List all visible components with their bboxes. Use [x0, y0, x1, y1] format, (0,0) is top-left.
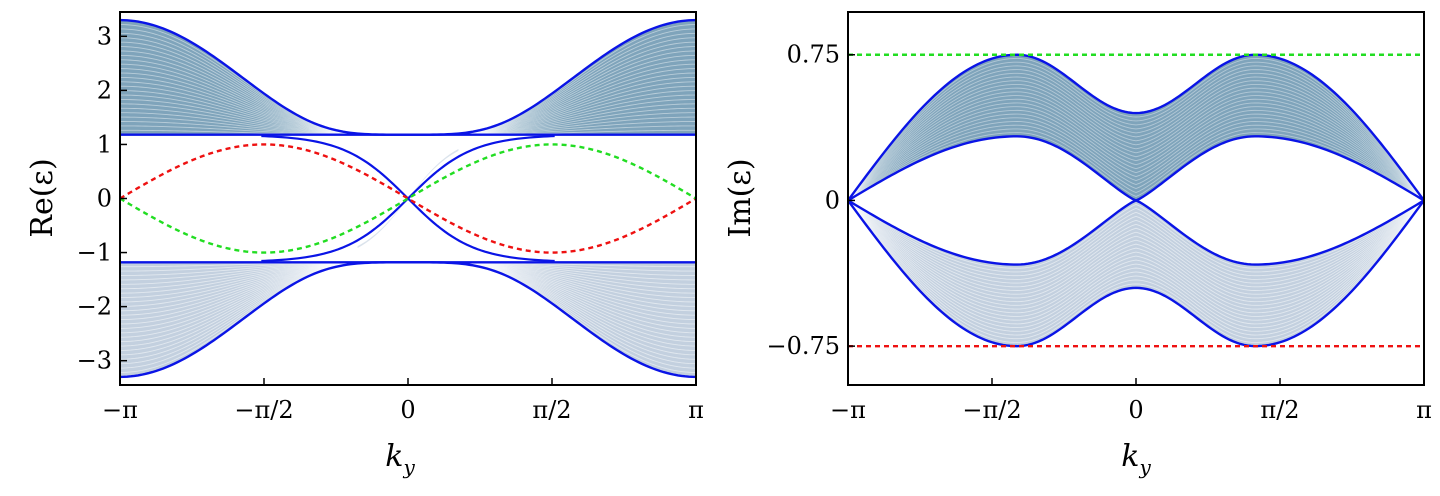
left-chart: −π −π/2 0 π/2 π 3 2 1 0 −1 −2 −3 Re(ε) ky: [25, 11, 704, 479]
bulk-band-line: [848, 72, 1424, 201]
left-ytick-label: −1: [77, 239, 112, 267]
bulk-band-line: [848, 200, 1424, 295]
bulk-band-line: [848, 200, 1424, 288]
bulk-band-line: [848, 117, 1424, 201]
bulk-band-line: [848, 200, 1424, 303]
bulk-band-line: [848, 200, 1424, 277]
bulk-band-line: [848, 113, 1424, 201]
bulk-band-line: [848, 200, 1424, 325]
left-ytick-label: 2: [97, 76, 112, 104]
bulk-band-line: [848, 106, 1424, 201]
right-ytick-label: 0.75: [787, 41, 840, 69]
right-ylabel: Im(ε): [723, 158, 758, 237]
bulk-band-line: [848, 200, 1424, 299]
bulk-band-line: [848, 87, 1424, 201]
bulk-band-line: [848, 124, 1424, 201]
right-xtick-label: −π: [830, 396, 866, 424]
bulk-band-line: [848, 200, 1424, 280]
bulk-band-line: [848, 200, 1424, 336]
left-ytick-label: 3: [97, 22, 112, 50]
left-xtick-label: π: [688, 396, 704, 424]
dashed-curve-1: [120, 143, 696, 254]
left-xtick-label: −π/2: [234, 396, 293, 424]
lower-outer-edge: [848, 199, 1424, 348]
bulk-band-line: [848, 95, 1424, 201]
bulk-band-line: [848, 200, 1424, 284]
right-ytick-label: −0.75: [766, 332, 840, 360]
right-xtick-label: 0: [1128, 396, 1143, 424]
left-ytick-label: 1: [97, 130, 112, 158]
bulk-band-line: [848, 200, 1424, 314]
bulk-band-line: [848, 98, 1424, 201]
left-ytick-label: −3: [77, 347, 112, 375]
bulk-band-line: [848, 109, 1424, 201]
upper-band-fill: [120, 20, 696, 135]
upper-outer-edge: [120, 18, 696, 136]
bulk-band-line: [848, 102, 1424, 201]
left-ytick-label: −2: [77, 293, 112, 321]
right-chart: −π −π/2 0 π/2 π 0.75 0 −0.75 Im(ε) ky: [723, 11, 1432, 479]
left-xtick-label: −π: [102, 396, 138, 424]
bulk-band-line: [848, 200, 1424, 329]
right-xtick-label: π/2: [1260, 396, 1299, 424]
bulk-band-line: [848, 65, 1424, 201]
lower-inner-edge: [848, 199, 1424, 266]
left-ylabel: Re(ε): [25, 158, 60, 237]
bulk-band-line: [848, 91, 1424, 201]
bulk-band-line: [848, 83, 1424, 201]
bulk-band-line: [848, 76, 1424, 201]
bulk-band-line: [848, 200, 1424, 273]
bulk-band-line: [848, 200, 1424, 340]
bulk-band-line: [848, 132, 1424, 201]
left-xtick-label: π/2: [532, 396, 571, 424]
upper-outer-edge: [848, 53, 1424, 202]
bulk-band-line: [848, 200, 1424, 291]
bulk-band-line: [848, 69, 1424, 201]
bulk-band-line: [848, 200, 1424, 343]
bulk-band-line: [848, 200, 1424, 306]
bulk-band-line: [848, 200, 1424, 332]
upper-band-fill: [848, 54, 1424, 201]
bulk-band-line: [848, 80, 1424, 201]
bulk-band-line: [848, 121, 1424, 201]
left-ytick-label: 0: [97, 185, 112, 213]
bulk-band-line: [848, 61, 1424, 201]
left-xtick-label: 0: [400, 396, 415, 424]
right-xlabel: ky: [1121, 439, 1151, 479]
bulk-band-line: [848, 57, 1424, 201]
dashed-curve-0: [120, 143, 696, 254]
right-ytick-label: 0: [825, 186, 840, 214]
bulk-band-line: [848, 200, 1424, 317]
bulk-band-line: [848, 200, 1424, 321]
right-xtick-label: −π/2: [962, 396, 1021, 424]
bulk-band-line: [848, 200, 1424, 269]
bulk-band-line: [848, 200, 1424, 310]
right-xtick-label: π: [1416, 396, 1432, 424]
edge-state-line: [261, 134, 555, 263]
lower-outer-edge: [120, 261, 696, 379]
left-xlabel: ky: [385, 439, 415, 479]
bulk-band-line: [848, 128, 1424, 201]
